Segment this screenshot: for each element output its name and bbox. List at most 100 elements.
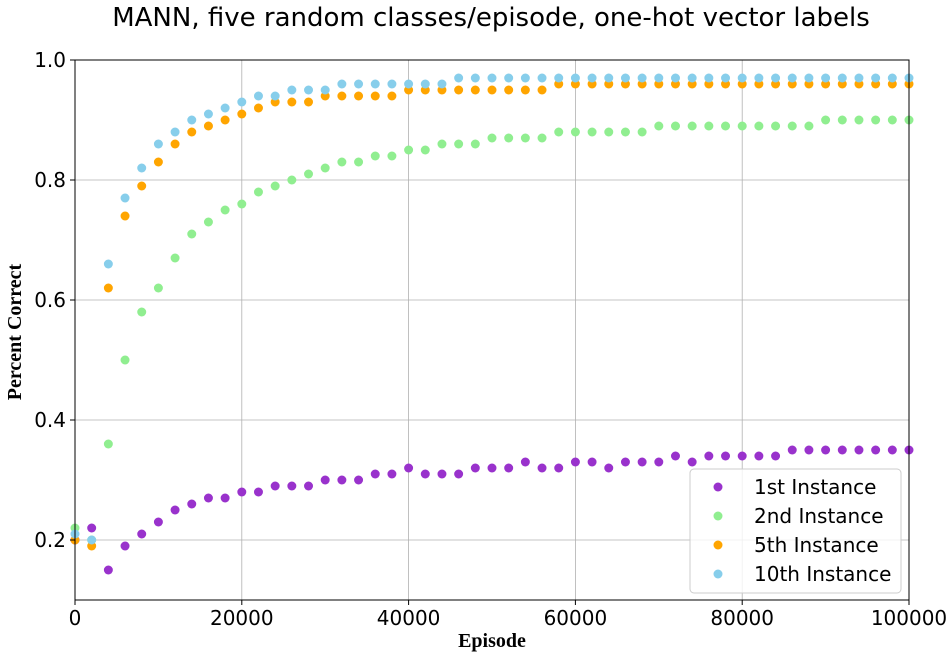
data-point <box>387 151 397 161</box>
data-point <box>337 91 347 101</box>
legend-marker <box>713 482 723 492</box>
data-point <box>387 469 397 479</box>
data-point <box>287 175 297 185</box>
data-point <box>420 469 430 479</box>
data-point <box>670 451 680 461</box>
data-point <box>554 463 564 473</box>
data-point <box>87 523 97 533</box>
data-point <box>871 73 881 83</box>
data-point <box>737 451 747 461</box>
data-point <box>504 463 514 473</box>
data-point <box>687 457 697 467</box>
data-point <box>454 73 464 83</box>
data-point <box>670 73 680 83</box>
data-point <box>470 73 480 83</box>
data-point <box>253 103 263 113</box>
data-point <box>771 73 781 83</box>
data-point <box>587 127 597 137</box>
data-point <box>287 97 297 107</box>
data-point <box>587 73 597 83</box>
data-point <box>804 121 814 131</box>
data-point <box>804 73 814 83</box>
data-point <box>454 469 464 479</box>
data-point <box>270 181 280 191</box>
data-point <box>887 445 897 455</box>
data-point <box>570 73 580 83</box>
legend-label: 5th Instance <box>754 533 879 557</box>
data-point <box>220 115 230 125</box>
data-point <box>520 73 530 83</box>
x-tick-label: 20000 <box>210 606 274 630</box>
data-point <box>320 85 330 95</box>
data-point <box>787 121 797 131</box>
data-point <box>404 145 414 155</box>
x-tick-label: 100000 <box>871 606 947 630</box>
data-point <box>721 451 731 461</box>
series-4 <box>70 73 914 545</box>
data-point <box>437 79 447 89</box>
data-point <box>470 85 480 95</box>
data-point <box>187 127 197 137</box>
data-point <box>754 121 764 131</box>
data-point <box>570 127 580 137</box>
data-point <box>187 115 197 125</box>
data-point <box>704 73 714 83</box>
data-point <box>620 73 630 83</box>
data-point <box>320 163 330 173</box>
data-point <box>420 79 430 89</box>
data-point <box>454 139 464 149</box>
data-point <box>304 85 314 95</box>
data-point <box>354 157 364 167</box>
data-point <box>787 73 797 83</box>
data-point <box>354 91 364 101</box>
data-point <box>337 157 347 167</box>
data-point <box>137 307 147 317</box>
data-point <box>520 85 530 95</box>
data-point <box>487 463 497 473</box>
data-point <box>604 127 614 137</box>
data-point <box>854 445 864 455</box>
data-point <box>871 115 881 125</box>
data-point <box>804 445 814 455</box>
data-point <box>721 121 731 131</box>
data-point <box>670 121 680 131</box>
data-point <box>203 109 213 119</box>
legend-label: 2nd Instance <box>754 504 884 528</box>
y-axis-label: Percent Correct <box>4 263 26 400</box>
legend: 1st Instance 2nd Instance 5th Instance 10th… <box>689 468 902 594</box>
data-point <box>153 139 163 149</box>
data-point <box>537 133 547 143</box>
data-point <box>837 115 847 125</box>
data-point <box>253 91 263 101</box>
data-point <box>220 493 230 503</box>
data-point <box>637 127 647 137</box>
data-point <box>270 481 280 491</box>
data-point <box>887 73 897 83</box>
data-point <box>704 121 714 131</box>
x-tick-label: 40000 <box>377 606 441 630</box>
data-point <box>537 73 547 83</box>
data-point <box>454 85 464 95</box>
data-point <box>354 475 364 485</box>
x-tick-label: 0 <box>69 606 82 630</box>
legend-marker <box>713 511 723 521</box>
data-point <box>687 73 697 83</box>
data-point <box>287 481 297 491</box>
data-point <box>871 445 881 455</box>
data-point <box>487 85 497 95</box>
data-point <box>137 529 147 539</box>
legend-marker <box>713 569 723 579</box>
data-point <box>554 73 564 83</box>
data-point <box>120 355 130 365</box>
data-point <box>737 121 747 131</box>
data-point <box>437 139 447 149</box>
data-point <box>854 115 864 125</box>
data-point <box>387 79 397 89</box>
data-point <box>354 79 364 89</box>
x-axis-label: Episode <box>458 630 526 652</box>
data-point <box>470 139 480 149</box>
data-point <box>721 73 731 83</box>
data-point <box>203 121 213 131</box>
y-tick-label: 1.0 <box>34 48 66 72</box>
data-point <box>137 181 147 191</box>
